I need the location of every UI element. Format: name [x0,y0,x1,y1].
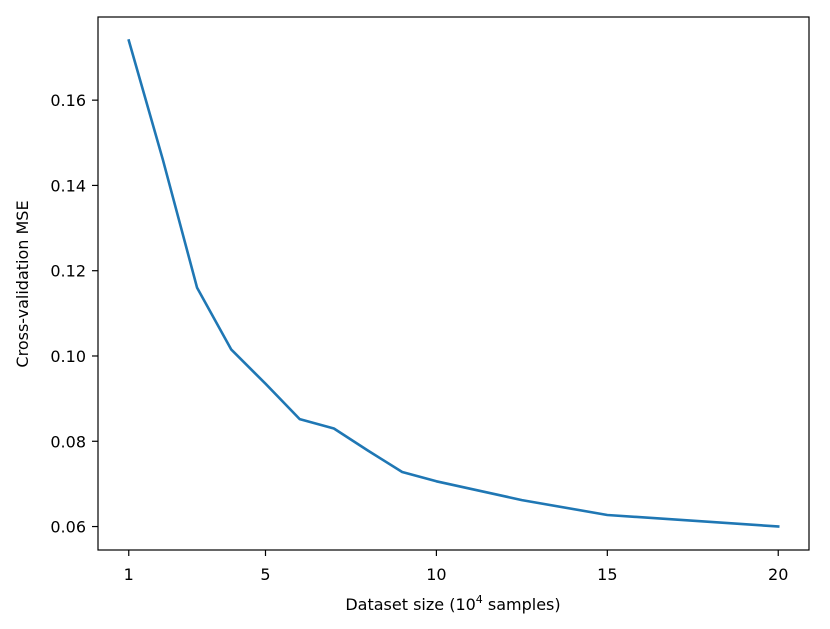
x-axis-label-exponent: 4 [476,593,483,606]
series-line-0 [127,38,780,528]
x-tick-label: 20 [768,565,788,584]
y-tick-label: 0.14 [50,176,86,195]
plot-frame [97,16,810,551]
y-axis-label: Cross-validation MSE [13,200,32,367]
y-tick-label: 0.06 [50,518,86,537]
y-tick-label: 0.10 [50,347,86,366]
x-tick-label: 5 [260,565,270,584]
y-ticks: 0.06 0.08 0.10 0.12 0.14 0.16 [50,91,98,537]
x-tick-label: 15 [597,565,617,584]
x-tick-label: 1 [124,565,134,584]
y-tick-label: 0.16 [50,91,86,110]
x-axis-label: Dataset size (104 samples) [345,593,560,614]
x-ticks: 1 5 10 15 20 [124,550,788,584]
x-axis-label-main: Dataset size (10 [345,595,475,614]
x-axis-label-suffix: samples) [483,595,561,614]
y-tick-label: 0.08 [50,432,86,451]
y-tick-label: 0.12 [50,262,86,281]
series-layer [127,38,780,528]
x-tick-label: 10 [426,565,446,584]
